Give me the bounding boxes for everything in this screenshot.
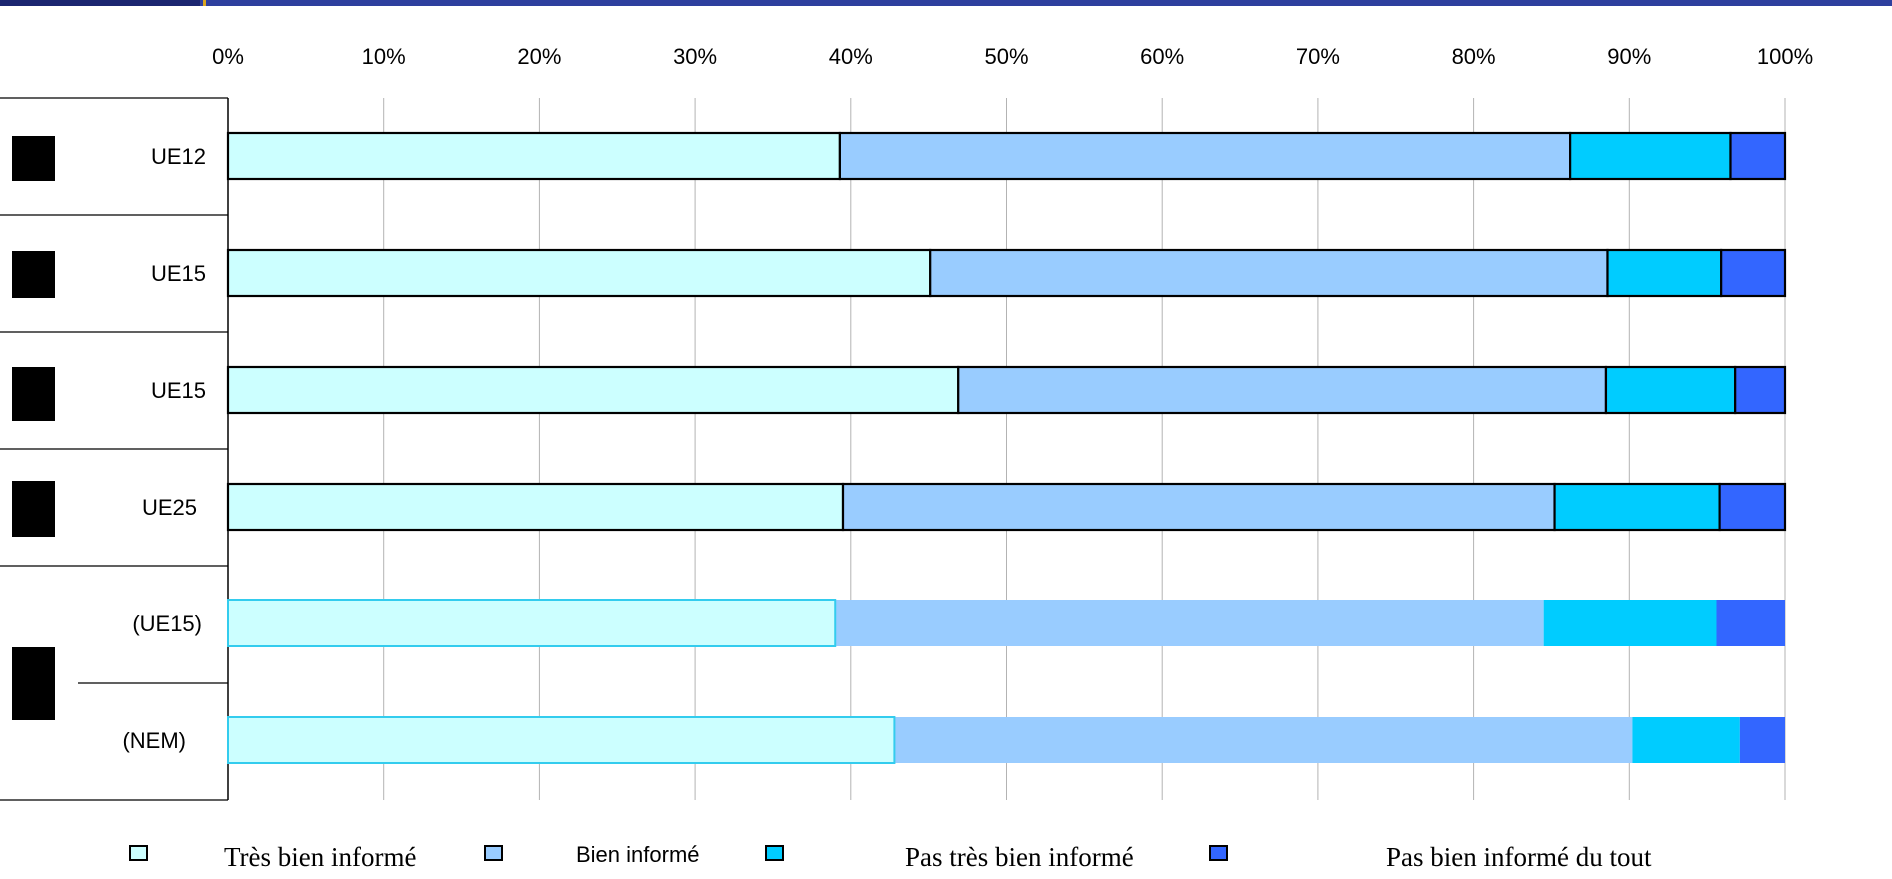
category-label: (UE15) [132, 611, 202, 636]
bar-segment-outline [227, 599, 837, 647]
bar-segment [1553, 482, 1721, 532]
category-label: (NEM) [122, 728, 186, 753]
x-tick-label: 70% [1296, 44, 1340, 69]
bar-segment [1604, 365, 1737, 415]
bar-segment [841, 482, 1556, 532]
category-label: UE15 [151, 261, 206, 286]
legend-swatch [129, 845, 148, 861]
bars [226, 131, 1787, 764]
x-tick-label: 30% [673, 44, 717, 69]
bar-segment [226, 131, 842, 181]
category-label: UE15 [151, 378, 206, 403]
bar-segment [1718, 482, 1787, 532]
bar-segment [894, 717, 1633, 763]
category-label: UE12 [151, 144, 206, 169]
top-banner-logo-block [0, 0, 200, 6]
x-tick-label: 40% [829, 44, 873, 69]
bar-segment [1739, 717, 1785, 763]
legend-label: Pas très bien informé [905, 842, 1134, 872]
x-tick-label: 80% [1452, 44, 1496, 69]
top-banner [0, 0, 1892, 6]
bar-segment [957, 365, 1608, 415]
x-tick-label: 0% [212, 44, 244, 69]
row-marker [12, 251, 55, 298]
legend-swatch [1209, 845, 1228, 861]
bar-segment [226, 482, 845, 532]
legend-label: Très bien informé [224, 842, 416, 872]
category-labels: UE12 UE15 UE15 UE25 (UE15) (NEM) [122, 144, 206, 753]
bar-segment [1632, 717, 1740, 763]
bar-segment [1720, 248, 1787, 298]
bar-segment [838, 131, 1572, 181]
bar-segment [1734, 365, 1787, 415]
x-tick-label: 10% [362, 44, 406, 69]
x-tick-label: 100% [1757, 44, 1813, 69]
bar-segment [835, 600, 1544, 646]
x-tick-label: 20% [517, 44, 561, 69]
legend-label: Pas bien informé du tout [1386, 842, 1652, 872]
bar-segment [929, 248, 1609, 298]
bar-segment [228, 717, 895, 763]
row-marker [12, 647, 55, 720]
bar-segment [1543, 600, 1717, 646]
bar-segment [1569, 131, 1732, 181]
x-tick-label: 50% [984, 44, 1028, 69]
row-dividers [0, 97, 229, 801]
row-marker [12, 367, 55, 421]
top-banner-accent [203, 0, 206, 6]
row-marker [12, 136, 55, 181]
bar-segment [226, 248, 932, 298]
legend-swatch [484, 845, 503, 861]
bar-segment [228, 600, 836, 646]
x-tick-label: 90% [1607, 44, 1651, 69]
legend-swatch [765, 845, 784, 861]
row-marker [12, 481, 55, 537]
legend-label: Bien informé [576, 842, 700, 867]
x-axis-tick-labels: 0% 10% 20% 30% 40% 50% 60% 70% 80% 90% 100% [212, 44, 1813, 69]
bar-segment [226, 365, 960, 415]
bar-segment [1729, 131, 1787, 181]
row-markers [12, 136, 55, 720]
category-label: UE25 [142, 495, 197, 520]
bar-segment [1606, 248, 1723, 298]
bar-segment-outline [227, 716, 896, 764]
gridlines [383, 98, 1786, 800]
x-tick-label: 60% [1140, 44, 1184, 69]
legend: Très bien informé Bien informé Pas très bi… [129, 842, 1652, 872]
bar-segment [1716, 600, 1785, 646]
